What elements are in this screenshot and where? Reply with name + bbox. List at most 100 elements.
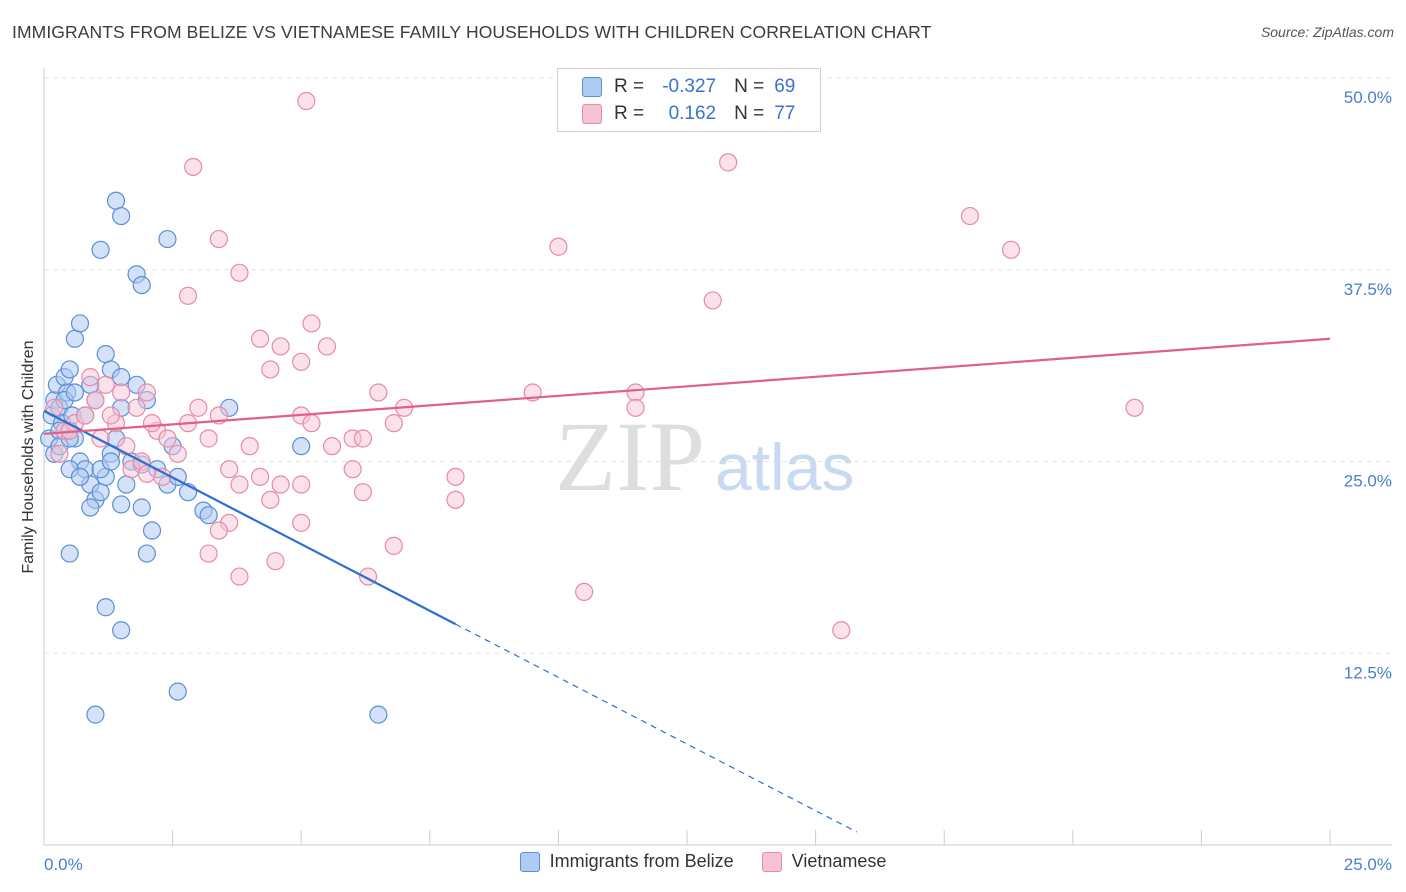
data-point-vietnamese — [189, 398, 208, 417]
data-point-vietnamese — [343, 460, 362, 479]
data-point-belize — [112, 368, 131, 387]
trend-line-belize — [43, 409, 457, 626]
data-point-vietnamese — [317, 337, 337, 356]
data-point-vietnamese — [353, 483, 373, 502]
x-tick-label: 0.0% — [44, 855, 83, 874]
data-point-belize — [91, 240, 110, 259]
data-point-vietnamese — [230, 263, 249, 282]
data-point-vietnamese — [261, 490, 280, 509]
data-point-belize — [112, 206, 131, 226]
data-point-vietnamese — [322, 437, 342, 456]
data-point-vietnamese — [250, 467, 270, 486]
vietnamese-swatch — [582, 104, 602, 124]
data-point-vietnamese — [719, 153, 738, 172]
belize-swatch — [519, 851, 540, 872]
data-point-belize — [369, 705, 388, 724]
data-point-vietnamese — [549, 237, 568, 256]
data-point-vietnamese — [832, 621, 851, 640]
data-point-belize — [60, 360, 79, 379]
data-point-vietnamese — [76, 406, 95, 425]
legend-label-belize: Immigrants from Belize — [549, 851, 734, 871]
data-point-vietnamese — [199, 544, 218, 563]
data-point-vietnamese — [703, 291, 722, 310]
data-point-belize — [81, 498, 100, 517]
data-point-vietnamese — [353, 429, 373, 448]
data-point-vietnamese — [626, 383, 645, 402]
legend-row-vietnamese: R = 0.162 N = 77 — [558, 101, 795, 127]
data-point-belize — [65, 329, 84, 348]
data-point-belize — [112, 621, 131, 640]
data-point-belize — [86, 705, 105, 724]
data-point-vietnamese — [626, 398, 645, 417]
series-legend: Immigrants from Belize Vietnamese — [0, 851, 1406, 872]
legend-label-vietnamese: Vietnamese — [791, 851, 887, 871]
source-label: Source: ZipAtlas.com — [1260, 24, 1394, 40]
data-point-vietnamese — [96, 375, 115, 394]
data-point-vietnamese — [1125, 398, 1144, 417]
data-point-vietnamese — [230, 567, 249, 586]
data-point-vietnamese — [271, 475, 290, 494]
n-value: 69 — [774, 76, 796, 97]
trend-line-belize-extension — [455, 623, 858, 833]
r-label: R = — [614, 103, 645, 124]
y-tick-label: 12.5% — [1344, 663, 1392, 682]
watermark-zip: ZIP — [555, 401, 705, 512]
data-point-belize — [60, 544, 79, 563]
legend-row-belize: R = -0.327 N = 69 — [558, 74, 795, 100]
watermark-atlas: atlas — [715, 430, 854, 504]
data-point-vietnamese — [86, 391, 105, 410]
series-belize-points — [40, 191, 388, 724]
data-point-vietnamese — [292, 352, 311, 371]
data-point-vietnamese — [250, 329, 270, 348]
series-vietnamese-points — [45, 91, 1144, 640]
data-point-vietnamese — [127, 398, 146, 417]
data-point-vietnamese — [178, 286, 198, 305]
data-point-vietnamese — [384, 536, 403, 555]
data-point-vietnamese — [230, 475, 249, 494]
trend-line-vietnamese — [43, 337, 1331, 435]
data-point-vietnamese — [1001, 240, 1021, 259]
data-point-vietnamese — [101, 406, 120, 425]
data-point-vietnamese — [302, 414, 321, 433]
data-point-vietnamese — [271, 337, 290, 356]
axes — [43, 68, 1392, 846]
data-point-belize — [142, 521, 162, 540]
data-point-vietnamese — [575, 582, 594, 601]
data-point-belize — [91, 483, 110, 502]
data-point-vietnamese — [199, 429, 218, 448]
data-point-belize — [70, 467, 90, 486]
data-point-vietnamese — [302, 314, 321, 333]
data-point-vietnamese — [137, 383, 156, 402]
data-point-vietnamese — [297, 91, 316, 111]
n-label: N = — [734, 103, 765, 124]
data-point-belize — [96, 598, 115, 617]
y-tick-label: 50.0% — [1344, 88, 1392, 107]
vietnamese-swatch — [761, 851, 782, 872]
data-point-vietnamese — [142, 414, 162, 433]
data-point-vietnamese — [153, 467, 172, 486]
grid-lines — [44, 77, 1392, 654]
data-point-vietnamese — [384, 414, 403, 433]
data-point-vietnamese — [184, 157, 203, 177]
data-point-vietnamese — [446, 490, 465, 509]
belize-swatch — [582, 77, 602, 97]
data-point-vietnamese — [112, 383, 131, 402]
r-label: R = — [614, 76, 645, 97]
legend-item-vietnamese: Vietnamese — [761, 851, 887, 872]
data-point-vietnamese — [220, 460, 239, 479]
data-point-vietnamese — [158, 429, 177, 448]
data-point-vietnamese — [292, 475, 311, 494]
x-tick-label: 25.0% — [1344, 855, 1392, 874]
data-point-belize — [168, 682, 187, 701]
data-point-belize — [292, 437, 311, 456]
data-point-vietnamese — [50, 444, 69, 463]
data-point-belize — [65, 383, 84, 402]
data-point-vietnamese — [266, 552, 285, 571]
chart-title: IMMIGRANTS FROM BELIZE VS VIETNAMESE FAM… — [12, 22, 932, 42]
tick-labels: 12.5% 25.0% 37.5% 50.0% 0.0% 25.0% — [44, 88, 1392, 874]
y-tick-label: 25.0% — [1344, 472, 1392, 491]
data-point-belize — [132, 275, 151, 295]
r-value: 0.162 — [668, 103, 717, 124]
y-tick-label: 37.5% — [1344, 280, 1392, 299]
